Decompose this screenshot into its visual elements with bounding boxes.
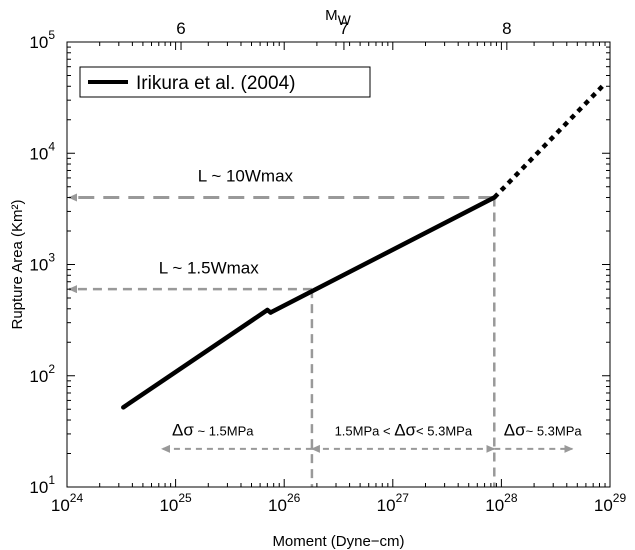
y-tick-base: 10 bbox=[29, 367, 48, 386]
y-tick-exponent: 3 bbox=[48, 251, 55, 265]
x-tick-exponent: 26 bbox=[287, 491, 301, 505]
x-tick-exponent: 29 bbox=[613, 491, 627, 505]
y-tick-label: 104 bbox=[29, 139, 55, 163]
plot-frame bbox=[66, 41, 611, 488]
x-tick-base: 10 bbox=[594, 496, 613, 515]
top-axis-label-main: M bbox=[325, 7, 338, 24]
delta-sigma-symbol: Δσ bbox=[504, 421, 526, 440]
series-line-segment-3 bbox=[268, 195, 497, 315]
annotations: L ~ 10Wmax L ~ 1.5Wmax Δσ ~ 1.5MPa 1.5MPa <… bbox=[159, 166, 583, 439]
top-mw-tick-label: 6 bbox=[176, 19, 185, 38]
x-axis-label: Moment (Dyne−cm) bbox=[272, 533, 404, 550]
y-tick-label: 103 bbox=[29, 251, 55, 275]
x-tick-exponent: 27 bbox=[396, 491, 410, 505]
x-tick-base: 10 bbox=[485, 496, 504, 515]
x-tick-label: 1029 bbox=[594, 491, 627, 515]
stress-drop-value: < 5.3MPa bbox=[416, 424, 473, 439]
y-tick-label: 102 bbox=[29, 362, 55, 386]
ticks bbox=[66, 41, 611, 488]
top-axis-label: MW bbox=[325, 7, 352, 28]
stress-drop-label-3: Δσ~ 5.3MPa bbox=[504, 421, 583, 440]
y-tick-exponent: 1 bbox=[48, 473, 55, 487]
top-mw-tick-label: 8 bbox=[502, 19, 511, 38]
stress-drop-value: ~ 1.5MPa bbox=[194, 424, 254, 439]
label-1-5wmax: L ~ 1.5Wmax bbox=[159, 259, 259, 278]
x-tick-exponent: 28 bbox=[504, 491, 518, 505]
legend-box bbox=[79, 66, 371, 98]
stress-drop-value: ~ 5.3MPa bbox=[526, 424, 583, 439]
x-tick-exponent: 25 bbox=[178, 491, 192, 505]
x-tick-label: 1028 bbox=[485, 491, 518, 515]
y-tick-exponent: 4 bbox=[48, 139, 55, 153]
y-tick-base: 10 bbox=[29, 478, 48, 497]
legend-entry: Irikura et al. (2004) bbox=[136, 73, 295, 94]
stress-drop-label-1: Δσ ~ 1.5MPa bbox=[172, 421, 254, 440]
label-10wmax: L ~ 10Wmax bbox=[198, 166, 294, 185]
legend: Irikura et al. (2004) bbox=[79, 66, 371, 98]
y-tick-label: 101 bbox=[29, 473, 55, 497]
delta-sigma-symbol: Δσ bbox=[394, 421, 416, 440]
top-axis-label-sub: W bbox=[338, 12, 352, 28]
x-tick-label: 1027 bbox=[377, 491, 410, 515]
series-layer bbox=[121, 84, 604, 410]
series-line-segment-1 bbox=[121, 307, 270, 410]
x-tick-base: 10 bbox=[51, 496, 70, 515]
y-tick-exponent: 5 bbox=[48, 28, 55, 42]
y-tick-base: 10 bbox=[29, 33, 48, 52]
stress-drop-label-2: 1.5MPa < Δσ< 5.3MPa bbox=[335, 421, 473, 440]
x-tick-label: 1025 bbox=[159, 491, 192, 515]
series-line-segment-4 bbox=[492, 84, 604, 200]
x-tick-base: 10 bbox=[377, 496, 396, 515]
y-tick-exponent: 2 bbox=[48, 362, 55, 376]
top-mw-tick-label: 7 bbox=[339, 19, 348, 38]
y-tick-label: 105 bbox=[29, 28, 55, 52]
y-axis-label: Rupture Area (Km²) bbox=[9, 199, 26, 329]
x-tick-base: 10 bbox=[159, 496, 178, 515]
delta-sigma-symbol: Δσ bbox=[172, 421, 194, 440]
x-tick-label: 1024 bbox=[51, 491, 84, 515]
guide-lines bbox=[68, 193, 574, 487]
y-tick-base: 10 bbox=[29, 256, 48, 275]
x-tick-base: 10 bbox=[268, 496, 287, 515]
y-tick-base: 10 bbox=[29, 144, 48, 163]
x-tick-exponent: 24 bbox=[70, 491, 84, 505]
stress-drop-prefix: 1.5MPa < bbox=[335, 424, 395, 439]
x-tick-label: 1026 bbox=[268, 491, 301, 515]
